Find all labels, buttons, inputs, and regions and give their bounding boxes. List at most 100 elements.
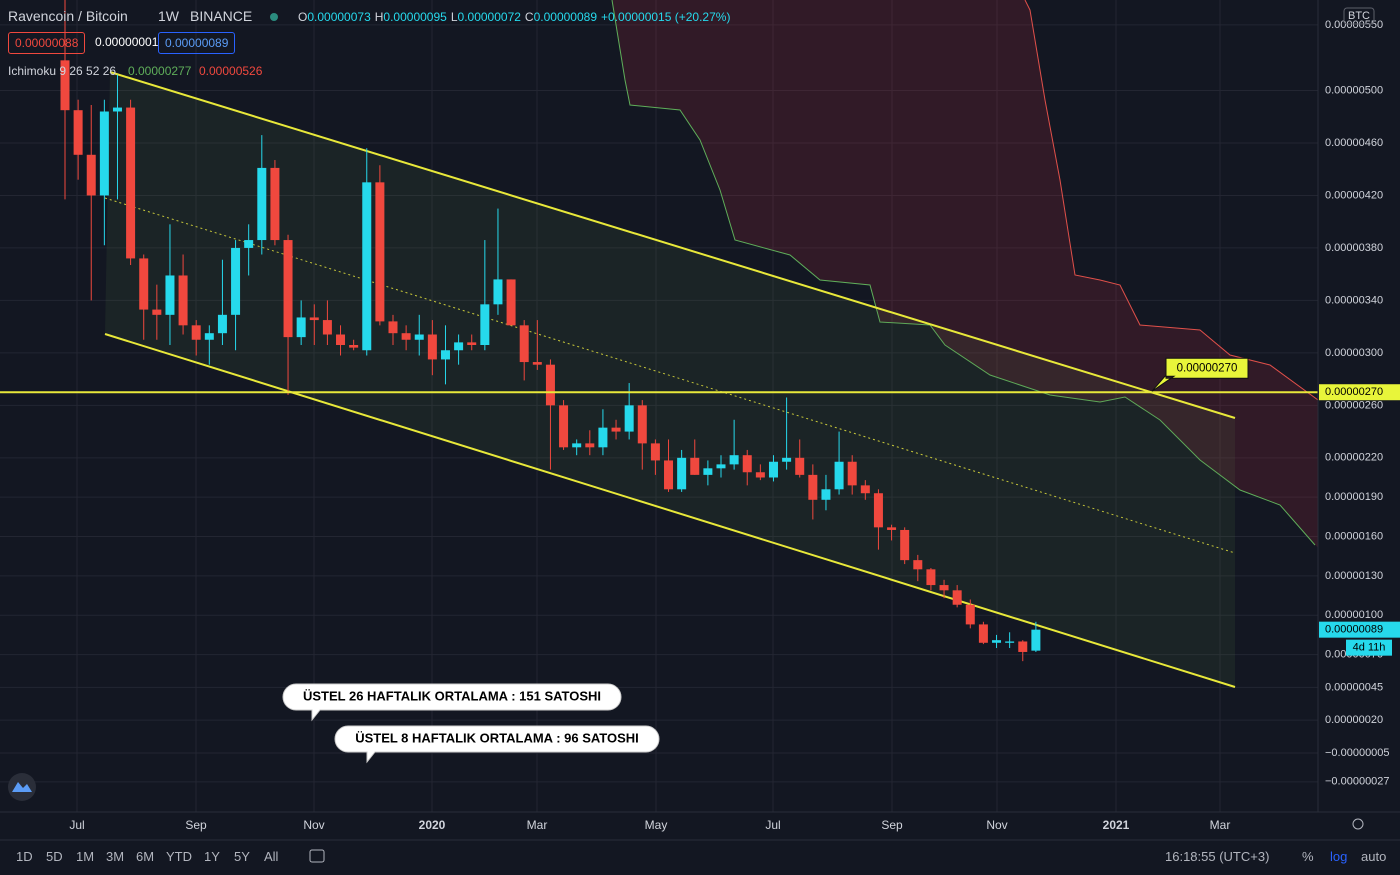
scale-option[interactable]: %: [1302, 849, 1314, 864]
x-tick-label: Nov: [303, 818, 324, 832]
x-tick-label: Mar: [1210, 818, 1231, 832]
ohlc-value: 0.00000089: [533, 10, 597, 24]
candle-body: [585, 443, 595, 448]
candle-body: [112, 107, 122, 112]
spread: 0.00000001: [95, 35, 159, 49]
y-tick-label: 0.00000045: [1325, 681, 1383, 693]
ohlc-key: O: [298, 10, 308, 24]
candle-body: [703, 468, 713, 475]
y-tick-label: 0.00000190: [1325, 491, 1383, 503]
candle-body: [664, 460, 674, 490]
y-tick-label: 0.00000420: [1325, 189, 1383, 201]
candle-body: [480, 304, 490, 346]
y-tick-label: 0.00000340: [1325, 294, 1383, 306]
scale-option[interactable]: auto: [1361, 849, 1387, 864]
range-button[interactable]: 1M: [76, 849, 95, 864]
annotation-bubble: [334, 725, 660, 764]
date-range-icon[interactable]: [309, 849, 325, 863]
candle-body: [742, 455, 752, 473]
currency-badge: [1343, 7, 1375, 25]
range-button[interactable]: 5D: [46, 849, 63, 864]
range-button[interactable]: All: [264, 849, 279, 864]
candle-body: [152, 309, 162, 315]
candle-body: [913, 560, 923, 570]
candle-body: [873, 493, 883, 528]
grid: [0, 0, 1318, 812]
candle-body: [755, 472, 765, 478]
last-price-tag: [1319, 621, 1400, 638]
ohlc: O0.00000073 H0.00000095 L0.00000072 C0.0000…: [298, 10, 730, 24]
candle-body: [545, 364, 555, 406]
y-tick-label: −0.00000005: [1325, 747, 1390, 759]
x-tick-label: Jul: [69, 818, 84, 832]
exchange: BINANCE: [190, 8, 253, 24]
range-button[interactable]: 1Y: [204, 849, 220, 864]
candle-body: [808, 474, 818, 500]
y-tick-label: 0.00000260: [1325, 399, 1383, 411]
settings[interactable]: [1352, 818, 1364, 830]
candle-body: [860, 485, 870, 494]
candle-body: [440, 350, 450, 360]
ask[interactable]: 0.00000089: [158, 32, 236, 54]
callout-label: 0.00000270: [1177, 362, 1238, 374]
countdown-tag: [1346, 639, 1392, 656]
candle-body: [454, 342, 464, 351]
annotation: ÜSTEL 26 HAFTALIK ORTALAMA : 151 SATOSHI: [303, 688, 601, 703]
annotation-bubble: [282, 683, 622, 722]
ohlc-key: L: [450, 10, 458, 24]
overlay: 0.00000270 ÜSTEL 26 HAFTALIK ORTALAMA : 1…: [0, 357, 1318, 764]
annotation: ÜSTEL 8 HAFTALIK ORTALAMA : 96 SATOSHI: [355, 730, 639, 745]
candle-body: [270, 167, 280, 241]
x-tick-label: May: [645, 818, 668, 832]
candle-body: [611, 427, 621, 432]
y-tick-label: 0.00000220: [1325, 452, 1383, 464]
candle-body: [834, 461, 844, 490]
x-tick-label: 2020: [419, 818, 446, 832]
candle-body: [362, 182, 372, 351]
y-tick-label: 0.00000130: [1325, 570, 1383, 582]
range-button[interactable]: 3M: [106, 849, 125, 864]
hline-tag: [1319, 384, 1400, 401]
candle-body: [283, 240, 293, 338]
candle-body: [427, 334, 437, 360]
axis-labels: 0.00000550 0.00000500 0.00000460 0.00000420…: [69, 19, 1400, 832]
ohlc-value: 0.00000095: [383, 10, 447, 24]
indicator-name: Ichimoku 9 26 52 26: [8, 64, 117, 78]
symbol: Ravencoin / Bitcoin: [8, 8, 128, 24]
candle-body: [139, 258, 149, 310]
candle-body: [978, 624, 988, 643]
candle-body: [86, 154, 96, 196]
price-axis: [1318, 0, 1400, 812]
currency: BTC: [1348, 10, 1370, 22]
candle-body: [729, 455, 739, 465]
scale-option[interactable]: log: [1330, 849, 1348, 864]
range-button[interactable]: 6M: [136, 849, 155, 864]
range-button[interactable]: 1D: [16, 849, 33, 864]
ohlc-key: C: [524, 10, 534, 24]
range-button[interactable]: YTD: [166, 849, 192, 864]
candle-body: [178, 275, 188, 326]
interval: 1W: [158, 8, 179, 24]
y-tick-label: 0.00000300: [1325, 347, 1383, 359]
candle-body: [126, 107, 136, 259]
candle-body: [926, 569, 936, 586]
candle-body: [768, 461, 778, 478]
candle-body: [952, 590, 962, 605]
x-tick-label: Sep: [881, 818, 903, 832]
range-button[interactable]: 5Y: [234, 849, 250, 864]
x-tick-label: 2021: [1103, 818, 1130, 832]
x-tick-label: Sep: [185, 818, 207, 832]
candle-body: [99, 111, 109, 196]
y-tick-label: −0.00000027: [1325, 776, 1390, 788]
candle-body: [191, 325, 201, 340]
candle-body: [257, 167, 267, 241]
candle-body: [493, 279, 503, 305]
bid[interactable]: 0.00000088: [8, 32, 86, 54]
candle-body: [349, 345, 359, 348]
candle-body: [965, 604, 975, 625]
candle-body: [60, 60, 70, 111]
candle-body: [598, 427, 608, 448]
